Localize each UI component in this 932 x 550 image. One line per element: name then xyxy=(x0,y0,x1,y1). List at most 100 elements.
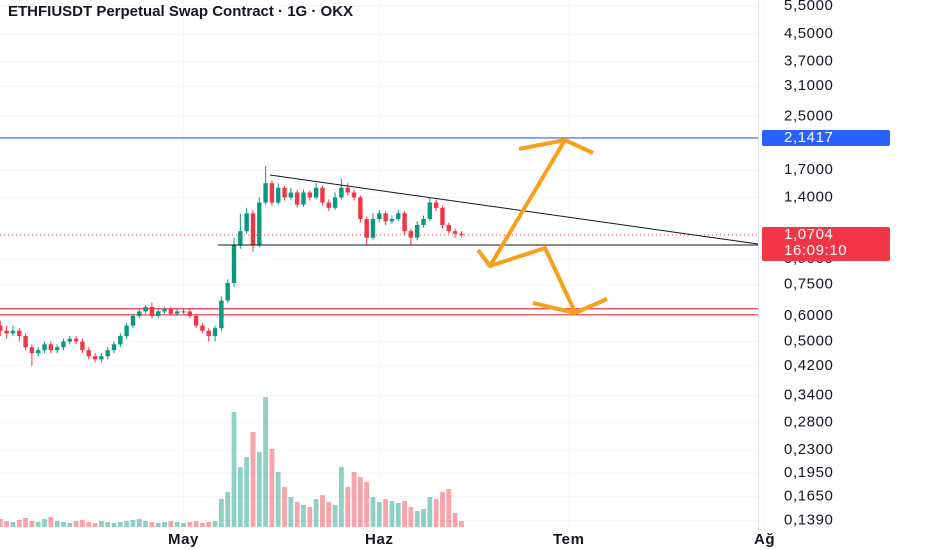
volume-bar xyxy=(29,521,35,527)
candle-body xyxy=(313,187,319,198)
candle-body xyxy=(105,350,110,357)
candle-body xyxy=(358,197,363,220)
volume-bar xyxy=(440,492,445,527)
y-tick-label: 0,3400 xyxy=(784,386,833,403)
volume-bar xyxy=(345,487,351,527)
candle-body xyxy=(339,187,344,198)
candle-body xyxy=(212,328,218,337)
volume-bar xyxy=(149,522,155,527)
volume-bar xyxy=(174,522,180,527)
last-price-bg xyxy=(762,226,890,261)
volume-bar xyxy=(23,518,28,527)
candle-body xyxy=(231,244,237,283)
volume-bar xyxy=(364,482,370,527)
volume-bar xyxy=(307,507,313,527)
candle-body xyxy=(452,231,458,234)
candle-body xyxy=(440,207,445,225)
volume-bar xyxy=(256,452,262,527)
candle-body xyxy=(206,330,211,337)
candle-body xyxy=(307,192,313,198)
y-tick-label: 3,7000 xyxy=(784,52,833,69)
countdown: 16:09:10 xyxy=(784,242,847,259)
candle-body xyxy=(263,183,268,203)
volume-bar xyxy=(351,472,357,527)
candle-body xyxy=(67,338,72,342)
y-tick-label: 4,5000 xyxy=(784,25,833,42)
candle-body xyxy=(288,192,294,198)
candle-body xyxy=(326,202,331,208)
volume-bar xyxy=(98,521,104,527)
candle-body xyxy=(17,330,22,337)
candle-body xyxy=(0,325,3,331)
volume-bar xyxy=(61,522,66,527)
volume-bar xyxy=(16,520,22,527)
up-arrow-head xyxy=(518,138,594,155)
volume-bar xyxy=(313,499,319,527)
volume-bar xyxy=(212,521,218,527)
candle-body xyxy=(4,330,9,334)
volume-bar xyxy=(250,432,256,527)
down-arrow-head xyxy=(532,297,608,315)
candle-body xyxy=(130,315,136,326)
candle-body xyxy=(99,356,104,360)
y-tick-label: 0,1390 xyxy=(784,512,833,529)
candle-body xyxy=(137,311,142,316)
candle-body xyxy=(276,187,281,203)
candle-body xyxy=(377,213,382,220)
volume-bar xyxy=(231,412,237,527)
volume-bar xyxy=(320,495,325,527)
x-tick-label: Tem xyxy=(553,531,585,548)
level-label: 2,1417 xyxy=(784,129,833,146)
volume-bar xyxy=(446,489,452,527)
volume-bar xyxy=(370,497,376,527)
y-tick-label: 0,6000 xyxy=(784,307,833,324)
volume-bar xyxy=(86,522,92,527)
level-label-bg xyxy=(762,129,890,146)
y-tick-label: 0,2800 xyxy=(784,414,833,431)
volume-bar xyxy=(92,523,98,527)
candle-body xyxy=(143,306,148,312)
volume-bar xyxy=(408,507,414,527)
candle-body xyxy=(219,300,224,329)
volume-bar xyxy=(275,472,281,527)
volume-bar xyxy=(244,457,250,527)
candle-body xyxy=(156,311,161,316)
volume-bar xyxy=(187,522,193,527)
volume-bar xyxy=(339,467,344,527)
candle-body xyxy=(36,350,41,354)
candle-body xyxy=(10,330,16,334)
candle-body xyxy=(23,336,28,348)
y-tick-label: 0,4200 xyxy=(784,357,833,374)
candle-body xyxy=(149,306,155,316)
plot-area xyxy=(0,137,758,527)
candle-body xyxy=(332,197,338,208)
volume-bar xyxy=(4,521,10,527)
volume-bar xyxy=(326,502,332,527)
volume-bar xyxy=(218,499,224,527)
candle-body xyxy=(345,187,350,193)
volume-bar xyxy=(402,501,407,527)
volume-bar xyxy=(73,521,79,527)
candle-body xyxy=(111,344,117,351)
candle-body xyxy=(383,213,388,222)
candle-body xyxy=(181,311,186,313)
candle-body xyxy=(48,344,54,351)
volume-bar xyxy=(67,523,73,527)
candle-body xyxy=(61,341,66,348)
volume-bar xyxy=(282,487,287,527)
candle-body xyxy=(86,350,91,357)
trend-line xyxy=(269,174,759,245)
volume-bar xyxy=(237,467,243,527)
volume-bar xyxy=(0,519,3,527)
candle-body xyxy=(320,187,325,203)
candle-body xyxy=(124,325,129,337)
candle-body xyxy=(200,325,205,331)
volume-bar xyxy=(452,513,458,527)
volume-bar xyxy=(10,522,16,527)
volume-bar xyxy=(111,523,117,527)
volume-bar xyxy=(193,521,199,527)
volume-bar xyxy=(80,520,85,527)
volume-bar xyxy=(414,511,420,527)
candle-body xyxy=(162,309,167,312)
